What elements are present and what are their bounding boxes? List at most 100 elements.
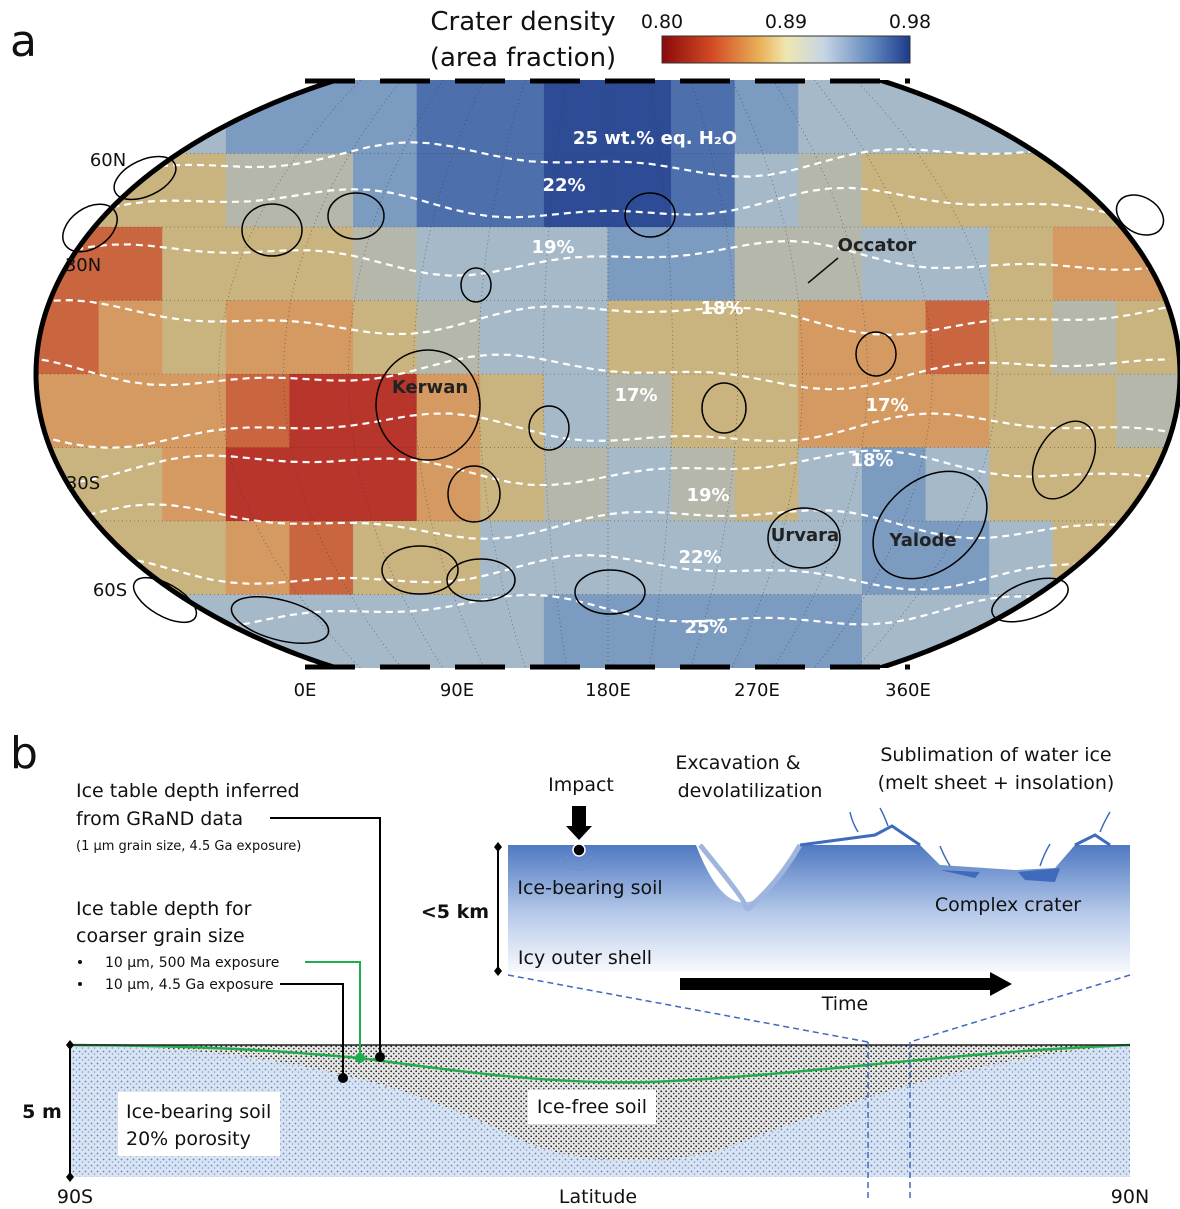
density-tile	[98, 300, 164, 375]
crater-outlines	[62, 155, 1165, 645]
arrow	[1039, 843, 1051, 867]
density-tile	[607, 153, 673, 228]
density-tile	[734, 300, 800, 375]
graticule	[855, 80, 998, 668]
contour-line	[36, 503, 1171, 541]
contour-label: 22%	[678, 547, 721, 568]
crater	[767, 507, 841, 569]
bullet	[78, 960, 82, 964]
latitude-label: 30N	[65, 255, 101, 276]
annotation: Impact	[548, 774, 614, 796]
density-tile	[1052, 594, 1118, 668]
map-border	[33, 80, 1180, 668]
density-tile	[1052, 447, 1118, 522]
density-tile	[416, 153, 482, 228]
contour-line	[36, 239, 1171, 277]
graticule	[690, 80, 739, 668]
impactor	[572, 843, 586, 857]
density-tile	[734, 447, 800, 522]
crater	[701, 382, 747, 434]
density-tile	[162, 374, 227, 449]
annotation: from GRaND data	[76, 808, 243, 830]
density-tile	[734, 153, 800, 228]
density-tile	[1116, 153, 1180, 228]
crater	[113, 155, 177, 201]
graticule	[218, 80, 361, 668]
zoom-line	[507, 974, 869, 1043]
colorbar-title: (area fraction)	[430, 43, 616, 73]
density-tile	[861, 374, 927, 449]
leader-line	[807, 257, 839, 284]
annotation: (1 µm grain size, 4.5 Ga exposure)	[76, 839, 301, 854]
density-tile	[289, 447, 355, 522]
density-tile	[734, 80, 800, 155]
density-tile	[162, 227, 227, 302]
excavation-rim	[698, 843, 803, 911]
annotation: Ice-bearing soil	[126, 1101, 271, 1123]
melt-sheet	[940, 868, 1060, 882]
arrow	[849, 811, 859, 833]
density-tile	[225, 227, 291, 302]
annotation: 10 µm, 4.5 Ga exposure	[105, 977, 274, 993]
zoom-line	[909, 974, 1131, 1043]
density-tile	[543, 300, 609, 375]
density-tile	[925, 80, 991, 155]
annotation: 20% porosity	[126, 1128, 251, 1150]
contour-label: 22%	[542, 175, 585, 196]
contour-line	[36, 186, 1171, 224]
crater	[381, 545, 459, 595]
excavation	[696, 845, 800, 903]
contour-line	[36, 412, 1171, 450]
crater	[447, 465, 501, 523]
crater-name: Yalode	[888, 530, 956, 551]
density-tile	[1116, 80, 1180, 155]
density-tile	[98, 447, 164, 522]
density-tile	[1052, 300, 1118, 375]
density-tile	[989, 300, 1054, 375]
density-tile	[480, 300, 545, 375]
graticule	[283, 80, 403, 668]
contour-line	[36, 298, 1171, 337]
annotation: Sublimation of water ice	[880, 744, 1111, 766]
sublimation-arrows	[849, 807, 1111, 867]
density-tile	[861, 227, 927, 302]
crater-name: Urvara	[771, 525, 839, 546]
leaders	[270, 817, 381, 1078]
density-tile	[36, 594, 100, 668]
map-clip	[33, 80, 1180, 668]
density-tile	[798, 80, 863, 155]
ice-table-green	[69, 1043, 1131, 1084]
colorbar-title: Crater density	[430, 7, 615, 37]
density-tile	[671, 227, 736, 302]
density-tile	[607, 80, 673, 155]
density-tile	[289, 374, 355, 449]
density-tile	[734, 227, 800, 302]
longitude-label: 270E	[734, 680, 780, 701]
density-tile	[289, 300, 355, 375]
density-tile	[416, 300, 482, 375]
crater	[872, 470, 988, 580]
density-tile	[1116, 594, 1180, 668]
crater-profile	[800, 826, 1110, 870]
marker	[375, 1052, 385, 1062]
density-tile	[1052, 227, 1118, 302]
panel-label: a	[10, 16, 37, 67]
longitude-label: 180E	[585, 680, 631, 701]
density-tile	[798, 594, 863, 668]
density-tile	[989, 153, 1054, 228]
label-box	[118, 1092, 280, 1156]
marker	[355, 1053, 365, 1063]
density-tile	[925, 153, 991, 228]
contour-label: 18%	[700, 298, 743, 319]
latitude-label: 60S	[93, 580, 127, 601]
shock-waves	[559, 855, 599, 871]
density-tile	[671, 300, 736, 375]
density-tile	[480, 447, 545, 522]
density-tile	[607, 300, 673, 375]
density-tile	[989, 521, 1054, 596]
longitude-label: 360E	[885, 680, 931, 701]
crater-name: Kerwan	[392, 377, 468, 398]
annotation: Ice-bearing soil	[517, 877, 662, 899]
density-tile	[162, 300, 227, 375]
